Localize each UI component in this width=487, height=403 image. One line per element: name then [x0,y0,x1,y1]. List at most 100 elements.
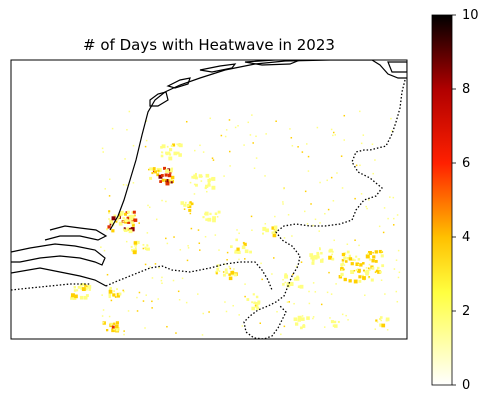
heatwave-pixel [131,249,134,252]
heatwave-pixel [127,215,130,218]
heatwave-pixel [316,253,320,256]
heatwave-pixel [393,268,396,270]
heatwave-pixel [238,314,240,316]
heatwave-pixel [169,148,173,152]
heatwave-pixel [204,186,207,190]
heatwave-pixel [178,298,181,301]
heatwave-pixel [241,325,244,327]
heatwave-pixel [215,270,219,274]
heatwave-pixel [341,266,343,269]
heatwave-pixel [364,294,366,297]
heatwave-pixel [184,201,187,204]
heatwave-pixel [226,251,229,254]
heatwave-pixel [379,317,382,320]
heatwave-pixel [293,317,298,322]
heatwave-pixel [215,272,218,275]
heatwave-pixel [229,165,231,167]
heatwave-pixel [169,168,173,173]
heatwave-pixel [299,284,304,289]
heatwave-pixel [358,244,360,247]
heatwave-pixel [168,171,172,174]
heatwave-pixel [151,307,153,309]
heatwave-pixel [223,263,226,265]
heatwave-pixel [335,283,337,285]
heatwave-pixel [353,269,356,272]
heatwave-pixel [355,164,358,167]
heatwave-pixel [372,255,376,259]
colorbar-tick-label: 4 [462,229,471,245]
heatwave-pixel [123,290,125,293]
heatwave-pixel [368,263,371,266]
heatwave-pixel [230,245,233,248]
heatwave-pixel [201,175,203,178]
heatwave-pixel [334,134,337,136]
heatwave-pixel [223,175,225,177]
heatwave-pixel [104,188,106,190]
heatwave-pixel [228,119,231,121]
heatwave-pixel [122,220,124,223]
heatwave-pixel [359,164,361,167]
heatwave-pixel [264,175,266,177]
heatwave-pixel [128,229,133,234]
heatwave-pixel [301,151,304,153]
heatwave-pixel [368,268,371,271]
heatwave-pixel [341,313,344,316]
heatwave-pixel [380,319,382,322]
heatwave-pixel [333,239,335,242]
heatwave-pixel [152,167,156,170]
heatwave-pixel [237,250,241,254]
heatwave-pixel [326,291,329,294]
heatwave-pixel [101,294,103,296]
heatwave-pixel [311,259,315,262]
heatwave-pixel [158,174,163,179]
heatwave-pixel [371,143,374,146]
heatwave-pixel [392,224,395,226]
heatwave-pixel [282,203,284,205]
heatwave-pixel [249,134,252,136]
heatwave-pixel [165,151,168,155]
heatwave-pixel [393,217,395,220]
heatwave-pixel [301,315,304,317]
heatwave-pixel [186,204,190,207]
heatwave-pixel [265,228,269,232]
heatwave-pixel [382,231,385,234]
heatwave-pixel [350,270,355,274]
heatwave-pixel [197,293,199,295]
heatwave-pixel [346,257,349,259]
heatwave-pixel [202,151,205,153]
heatwave-pixel [218,270,221,272]
heatwave-pixel [160,174,164,177]
heatwave-pixel [225,271,229,275]
heatwave-pixel [77,285,81,289]
heatwave-pixel [167,173,172,178]
heatwave-pixel [183,203,187,207]
heatwave-pixel [138,222,140,224]
heatwave-pixel [185,120,188,123]
heatwave-pixel [146,244,149,247]
heatwave-pixel [166,242,169,245]
heatwave-pixel [224,135,227,138]
heatwave-pixel [347,319,349,321]
heatwave-pixel [336,172,338,174]
heatwave-pixel [123,333,125,336]
heatwave-pixel [397,249,400,252]
heatwave-pixel [81,283,85,286]
heatwave-pixel [108,218,110,220]
heatwave-pixel [126,227,129,230]
heatwave-pixel [132,250,137,255]
heatwave-pixel [84,286,88,291]
heatwave-pixel [314,291,317,293]
heatwave-pixel [304,210,306,213]
heatwave-pixel [258,302,261,305]
heatwave-pixel [343,139,345,141]
heatwave-pixel [109,219,114,224]
heatwave-pixel [83,295,88,300]
heatwave-pixel [398,271,401,274]
heatwave-pixel [362,269,365,272]
heatwave-pixel [357,268,361,273]
heatwave-pixel [386,329,389,331]
heatwave-pixel [355,262,360,267]
heatwave-pixel [214,212,218,216]
heatwave-pixel [391,130,393,132]
heatwave-pixel [188,208,192,212]
